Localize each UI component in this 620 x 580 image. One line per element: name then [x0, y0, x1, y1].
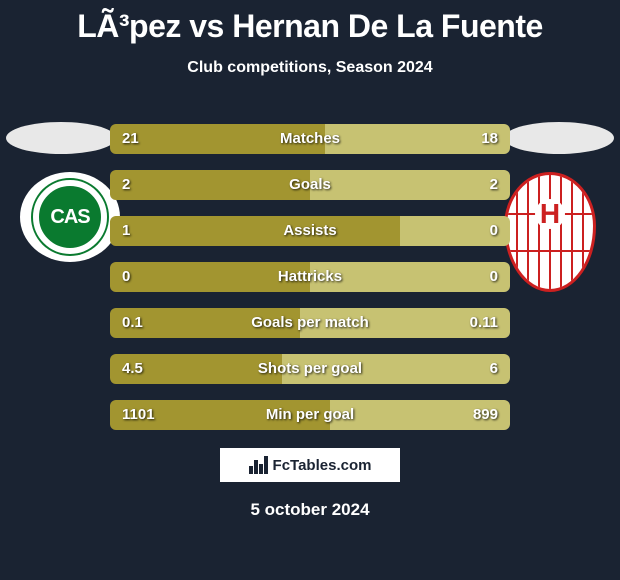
- stat-row: 2118Matches: [110, 124, 510, 154]
- stat-row: 10Assists: [110, 216, 510, 246]
- stat-row: 4.56Shots per goal: [110, 354, 510, 384]
- stat-label: Goals per match: [110, 308, 510, 338]
- stat-row: 0.10.11Goals per match: [110, 308, 510, 338]
- huracan-letter: H: [535, 199, 565, 229]
- platform-ellipse-left: [6, 122, 116, 154]
- stat-label: Shots per goal: [110, 354, 510, 384]
- stat-row: 22Goals: [110, 170, 510, 200]
- stat-label: Goals: [110, 170, 510, 200]
- stats-container: 2118Matches 22Goals 10Assists 00Hattricks 0.…: [110, 124, 510, 446]
- branding-text: FcTables.com: [273, 457, 372, 474]
- subtitle: Club competitions, Season 2024: [0, 59, 620, 77]
- branding: FcTables.com: [220, 448, 400, 482]
- stat-row: 1101899Min per goal: [110, 400, 510, 430]
- stat-label: Hattricks: [110, 262, 510, 292]
- stat-row: 00Hattricks: [110, 262, 510, 292]
- stat-label: Assists: [110, 216, 510, 246]
- fctables-logo-icon: [249, 456, 269, 474]
- stat-label: Matches: [110, 124, 510, 154]
- date-text: 5 october 2024: [0, 500, 620, 520]
- platform-ellipse-right: [504, 122, 614, 154]
- huracan-balloon-icon: H: [500, 172, 600, 307]
- page-title: LÃ³pez vs Hernan De La Fuente: [0, 0, 620, 45]
- cas-shield-icon: CAS: [20, 172, 120, 262]
- stat-label: Min per goal: [110, 400, 510, 430]
- team-crest-left: CAS: [20, 172, 120, 272]
- team-crest-right: H: [500, 172, 600, 272]
- cas-abbr: CAS: [50, 206, 89, 229]
